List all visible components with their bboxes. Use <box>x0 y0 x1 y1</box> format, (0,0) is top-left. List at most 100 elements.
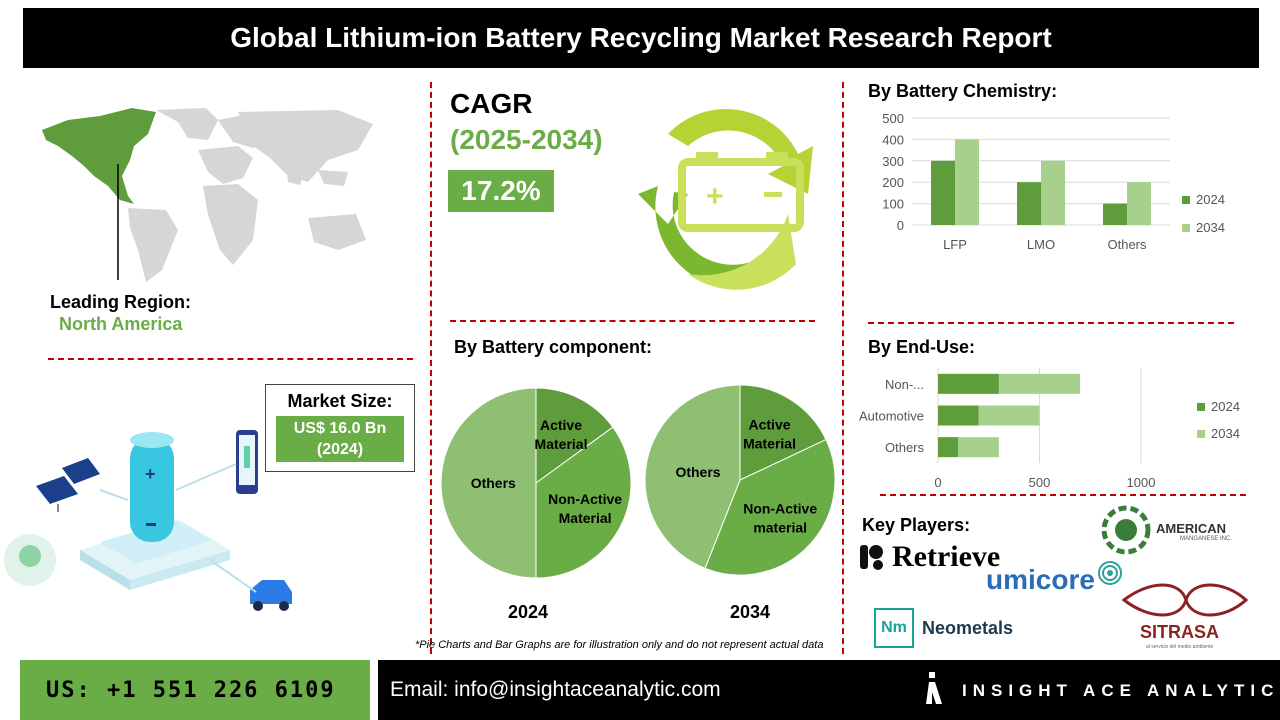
market-size-value: US$ 16.0 Bn <box>293 420 387 437</box>
american-manganese-subtext: MANGANESE INC. <box>1180 536 1233 542</box>
y-tick-label: Non-... <box>885 377 924 392</box>
bar-lmo-2034 <box>1041 160 1065 225</box>
american-manganese-logo-mark <box>1101 505 1151 555</box>
bar-others-2024 <box>938 437 959 458</box>
pie-slice-2024-others <box>440 387 537 579</box>
market-size-label: Market Size: <box>287 391 393 411</box>
neometals-logo: Nm Neometals <box>874 608 1013 648</box>
y-tick-label: Automotive <box>859 409 924 424</box>
footer-brand: INSIGHT ACE ANALYTIC <box>962 681 1280 700</box>
key-players-label: Key Players: <box>862 515 971 535</box>
component-pie-charts: Active Material Non-Active Material Others Ac… <box>440 384 836 579</box>
market-size-value-box: US$ 16.0 Bn (2024) <box>276 416 404 462</box>
footer-phone: US: +1 551 226 6109 <box>46 677 336 703</box>
legend-label-2034: 2034 <box>1196 220 1225 235</box>
y-tick-label: 100 <box>882 197 904 212</box>
bar-lfp-2024 <box>931 160 955 225</box>
bar-lmo-2024 <box>1017 182 1041 225</box>
pie-slice-2024-non-active-material <box>535 426 632 579</box>
divider-cagr <box>450 320 815 322</box>
bar-non-2024 <box>938 373 999 394</box>
divider-left <box>430 82 432 654</box>
pie-label-2034: Others <box>675 464 720 480</box>
divider-chemistry <box>868 322 1234 324</box>
world-map <box>42 108 373 282</box>
pie-label-2024: Active Material <box>535 417 588 452</box>
y-tick-label: 400 <box>882 132 904 147</box>
footer-phone-bar: US: +1 551 226 6109 <box>20 660 370 720</box>
legend-swatch-2024 <box>1197 403 1205 411</box>
title-banner: Global Lithium-ion Battery Recycling Mar… <box>23 8 1259 68</box>
divider-enduse <box>880 494 1246 496</box>
pie-slice-2024-active-material <box>535 387 614 484</box>
chemistry-bar-chart: 0 100 200 300 400 500 LFP LMO Others 2024 2034 <box>882 111 1225 252</box>
pie-label-2024: Non-Active Material <box>548 491 622 526</box>
american-manganese-text: AMERICAN <box>1156 521 1227 536</box>
market-size-box: Market Size: US$ 16.0 Bn (2024) <box>265 384 415 472</box>
neometals-logo-text: Neometals <box>922 617 1014 638</box>
neometals-logo-initials: Nm <box>881 619 907 636</box>
neometals-logo-mark: Nm <box>874 608 914 648</box>
leading-region-label: Leading Region: <box>50 292 191 312</box>
x-tick-label: 0 <box>934 475 941 490</box>
pie-year-2024: 2024 <box>508 602 549 622</box>
page-title: Global Lithium-ion Battery Recycling Mar… <box>230 22 1052 53</box>
y-tick-label: 300 <box>882 154 904 169</box>
bar-non-2034 <box>998 373 1081 394</box>
divider-region <box>48 358 413 360</box>
bar-others-2034 <box>1127 182 1151 225</box>
legend-label-2024: 2024 <box>1211 399 1240 414</box>
pie-slice-2034-others <box>644 384 741 569</box>
sitrasa-logo-text: SITRASA <box>1140 622 1220 642</box>
x-tick-label: 500 <box>1029 475 1051 490</box>
bar-lfp-2034 <box>955 139 979 225</box>
bar-others-2034 <box>958 437 999 458</box>
leading-region-value: North America <box>59 314 183 334</box>
svg-text:+: + <box>706 180 724 213</box>
y-tick-label: 200 <box>882 175 904 190</box>
bar-others-2024 <box>1103 203 1127 225</box>
footnote: *Pie Charts and Bar Graphs are for illus… <box>415 639 824 651</box>
pie-slice-2034-non-active-material <box>704 438 836 576</box>
y-tick-label: Others <box>885 440 925 455</box>
y-tick-label: 500 <box>882 111 904 126</box>
pie-slice-2034-active-material <box>739 384 827 481</box>
battery-illustration: + <box>4 430 292 611</box>
divider-right <box>842 82 844 654</box>
umicore-logo-text: umicore <box>986 564 1095 595</box>
footer-email-bar: Email: info@insightaceanalytic.com INSIG… <box>378 660 1280 720</box>
legend-swatch-2034 <box>1197 430 1205 438</box>
cagr-years: (2025-2034) <box>450 124 603 155</box>
pie-label-2034: Active Material <box>743 416 796 451</box>
legend-label-2034: 2034 <box>1211 426 1240 441</box>
y-tick-label: 0 <box>897 218 904 233</box>
sitrasa-logo-mark <box>1121 583 1249 617</box>
pie-label-2034: Non-Active material <box>743 501 817 536</box>
chemistry-chart-title: By Battery Chemistry: <box>868 81 1058 101</box>
retrieve-logo: Retrieve <box>860 540 1000 574</box>
component-chart-title: By Battery component: <box>454 337 653 357</box>
bar-automotive-2034 <box>978 405 1040 426</box>
retrieve-logo-text: Retrieve <box>892 540 1001 573</box>
svg-text:+: + <box>145 464 156 484</box>
umicore-logo-mark <box>1097 561 1122 585</box>
enduse-bar-chart: Non-... Automotive Others 0 500 1000 2024 20… <box>859 368 1240 490</box>
x-tick-label: LFP <box>943 237 967 252</box>
bar-automotive-2024 <box>938 405 979 426</box>
x-tick-label: Others <box>1107 237 1147 252</box>
cagr-value: 17.2% <box>461 175 541 206</box>
sitrasa-logo: SITRASA al servicio del medio ambiente <box>1120 578 1250 654</box>
legend-label-2024: 2024 <box>1196 192 1225 207</box>
market-size-year: (2024) <box>316 441 364 458</box>
legend-swatch-2024 <box>1182 196 1190 204</box>
enduse-chart-title: By End-Use: <box>868 337 976 357</box>
legend-swatch-2034 <box>1182 224 1190 232</box>
cagr-label: CAGR <box>450 88 533 119</box>
sitrasa-logo-subtext: al servicio del medio ambiente <box>1146 644 1214 650</box>
retrieve-logo-mark <box>860 545 883 570</box>
pie-label-2024: Others <box>471 475 516 491</box>
x-tick-label: 1000 <box>1127 475 1156 490</box>
footer-email: Email: info@insightaceanalytic.com <box>390 678 721 701</box>
insight-ace-logo-icon <box>926 672 942 704</box>
pie-year-2034: 2034 <box>730 602 771 622</box>
